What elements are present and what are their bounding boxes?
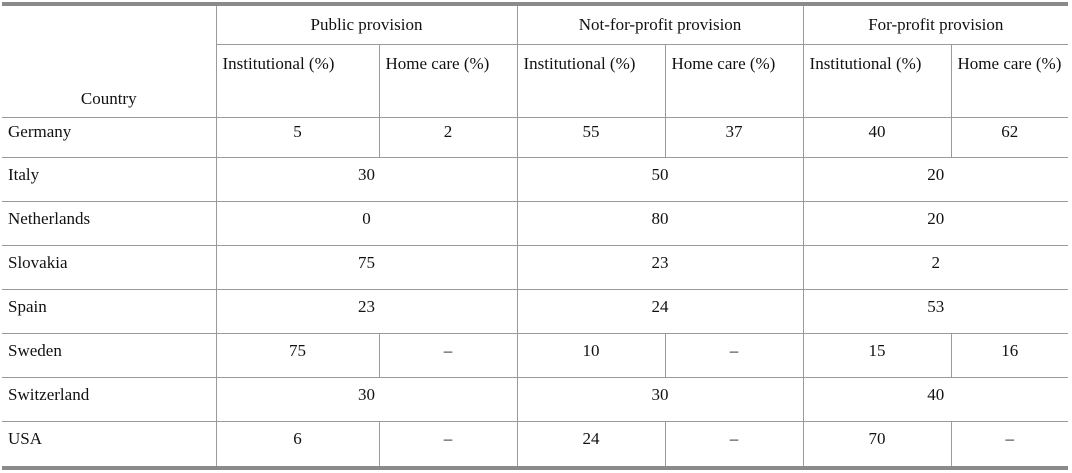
sub-header: Institutional (%) bbox=[516, 44, 666, 118]
value-cell: 40 bbox=[802, 117, 952, 158]
value-cell: 53 bbox=[802, 289, 1069, 334]
value-cell: 20 bbox=[802, 201, 1069, 246]
value-cell: 50 bbox=[516, 157, 804, 202]
sub-header: Institutional (%) bbox=[216, 44, 380, 118]
header-cell: Country bbox=[2, 6, 217, 118]
table-row: Sweden 75–10–15 16 bbox=[2, 333, 1069, 378]
table-row: Slovakia 75 23 2 bbox=[2, 245, 1069, 290]
value-cell: 55 bbox=[516, 117, 666, 158]
value-cell: 24 bbox=[516, 421, 666, 466]
value-cell: 23 bbox=[516, 245, 804, 290]
value-cell: 70 bbox=[802, 421, 952, 466]
table-row: Netherlands 0 80 20 bbox=[2, 201, 1069, 246]
value-cell: 75 bbox=[215, 245, 518, 290]
country-cell: Switzerland bbox=[2, 377, 217, 422]
table-row: Spain 23 24 53 bbox=[2, 289, 1069, 334]
country-cell: Germany bbox=[2, 117, 217, 158]
sub-header: Institutional (%) bbox=[802, 44, 952, 118]
table-body: Germany 5 2 55 37 40 62 Italy 30 50 20 Netherlands 0… bbox=[2, 117, 1069, 466]
value-cell: 30 bbox=[215, 377, 518, 422]
group-header: For-profit provision bbox=[802, 6, 1069, 45]
value-cell: 15 bbox=[802, 333, 952, 378]
value-cell: – bbox=[378, 333, 518, 378]
value-cell: 2 bbox=[802, 245, 1069, 290]
value-cell: 20 bbox=[802, 157, 1069, 202]
sub-header: Home care (%) bbox=[378, 44, 518, 118]
sub-header: Home care (%) bbox=[664, 44, 804, 118]
country-cell: Sweden bbox=[2, 333, 217, 378]
value-cell: – bbox=[664, 421, 804, 466]
sub-header: Home care (%) bbox=[950, 44, 1069, 118]
table-row: Germany 5 2 55 37 40 62 bbox=[2, 117, 1069, 158]
table-row: Switzerland 30 30 40 bbox=[2, 377, 1069, 422]
value-cell: – bbox=[950, 421, 1069, 466]
table-header: Country Public provision Not-for-profit pr… bbox=[2, 6, 1069, 118]
value-cell: 6 bbox=[215, 421, 380, 466]
value-cell: 75 bbox=[215, 333, 380, 378]
value-cell: 23 bbox=[215, 289, 518, 334]
data-table: Country Public provision Not-for-profit pr… bbox=[2, 6, 1069, 466]
value-cell: 30 bbox=[516, 377, 804, 422]
value-cell: 80 bbox=[516, 201, 804, 246]
value-cell: 40 bbox=[802, 377, 1069, 422]
value-cell: 24 bbox=[516, 289, 804, 334]
value-cell: – bbox=[378, 421, 518, 466]
country-cell: USA bbox=[2, 421, 217, 466]
value-cell: 2 bbox=[378, 117, 518, 158]
value-cell: 5 bbox=[215, 117, 380, 158]
table-row: USA 6–24–70– bbox=[2, 421, 1069, 466]
value-cell: 16 bbox=[950, 333, 1069, 378]
country-cell: Slovakia bbox=[2, 245, 217, 290]
group-header: Not-for-profit provision bbox=[516, 6, 804, 45]
country-cell: Spain bbox=[2, 289, 217, 334]
value-cell: 0 bbox=[215, 201, 518, 246]
value-cell: 62 bbox=[950, 117, 1069, 158]
table-row: Italy 30 50 20 bbox=[2, 157, 1069, 202]
value-cell: – bbox=[664, 333, 804, 378]
value-cell: 30 bbox=[215, 157, 518, 202]
group-header: Public provision bbox=[215, 6, 518, 45]
value-cell: 37 bbox=[664, 117, 804, 158]
country-cell: Italy bbox=[2, 157, 217, 202]
value-cell: 10 bbox=[516, 333, 666, 378]
country-cell: Netherlands bbox=[2, 201, 217, 246]
